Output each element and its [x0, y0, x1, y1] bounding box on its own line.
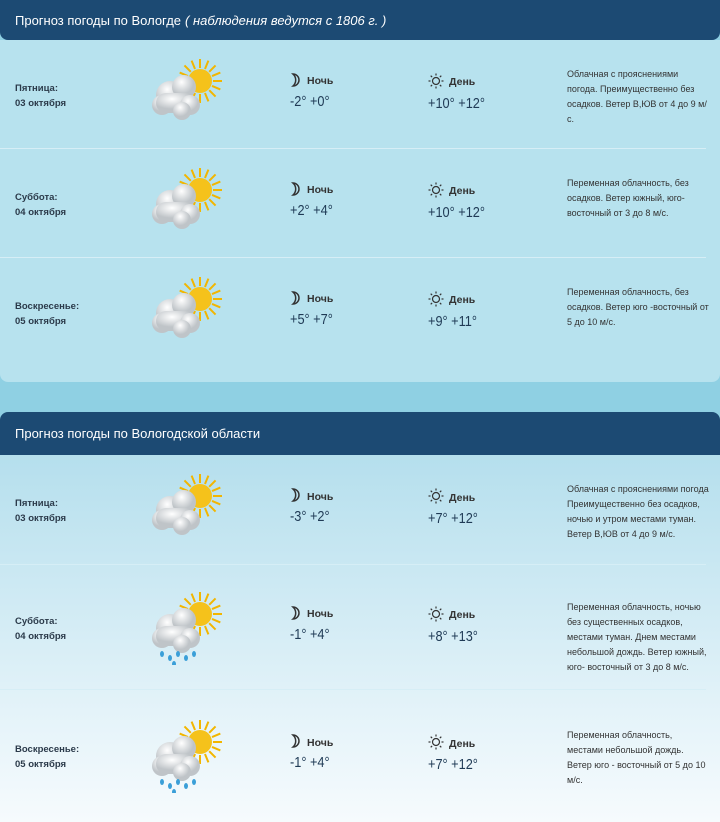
weekday: Пятница:	[15, 498, 59, 509]
forecast-row: Суббота: 04 октября Ночь -1° +4° День +8° +…	[0, 565, 707, 690]
night-label: Ночь	[307, 184, 334, 196]
day-value: +7° +12°	[428, 510, 478, 527]
moon-icon	[290, 488, 302, 505]
day-label: День	[449, 294, 476, 306]
night-value: -1° +4°	[290, 754, 330, 771]
section1-header: Прогноз погоды по Вологде( наблюдения ве…	[0, 0, 720, 40]
night-label: Ночь	[307, 736, 334, 749]
section2-header: Прогноз погоды по Вологодской области	[0, 412, 720, 455]
day-value: +10° +12°	[428, 94, 486, 112]
night-temp: Ночь +5° +7°	[290, 290, 340, 328]
night-temp: Ночь -2° +0°	[290, 72, 337, 110]
night-label: Ночь	[307, 490, 334, 503]
day-date: Воскресенье: 05 октября	[15, 299, 79, 329]
night-temp: Ночь +2° +4°	[290, 181, 340, 219]
moon-icon	[290, 290, 302, 308]
section1-subtitle: ( наблюдения ведутся с 1806 г. )	[185, 12, 387, 28]
sun-cloud-icon	[148, 57, 228, 127]
weekday: Воскресенье:	[15, 744, 80, 755]
day-date: Суббота: 04 октября	[15, 614, 66, 644]
weekday: Суббота:	[15, 191, 58, 203]
moon-icon	[290, 72, 302, 90]
day-label: День	[449, 185, 476, 197]
day-date: Воскресенье: 05 октября	[15, 742, 79, 772]
day-date: Пятница: 03 октября	[15, 81, 66, 111]
description: Облачная с прояснениями погода. Преимуще…	[567, 68, 707, 124]
sun-icon	[428, 606, 444, 625]
forecast-row: Воскресенье: 05 октября Ночь -1° +4° День +…	[0, 690, 706, 822]
section1-title: Прогноз погоды по Вологде	[15, 12, 182, 28]
day-label: День	[449, 76, 476, 88]
day-label: День	[449, 737, 476, 750]
sun-cloud-rain-icon	[148, 718, 228, 795]
night-value: -3° +2°	[290, 508, 330, 525]
night-value: +5° +7°	[290, 310, 333, 328]
day-label: День	[449, 609, 476, 621]
sun-cloud-rain-icon	[148, 590, 228, 667]
sun-cloud-icon	[148, 275, 228, 345]
day-temp: День +10° +12°	[428, 73, 495, 112]
night-value: -1° +4°	[290, 625, 330, 643]
description: Облачная с прояснениями погода Преимущес…	[567, 484, 709, 539]
description: Переменная облачность, местами небольшой…	[567, 730, 706, 785]
section2-body: Пятница: 03 октября Ночь -3° +2° День +7° +…	[0, 455, 720, 822]
night-temp: Ночь -1° +4°	[290, 605, 337, 643]
day-value: +10° +12°	[428, 203, 486, 221]
sun-icon	[428, 734, 444, 753]
day-temp: День +7° +12°	[428, 734, 487, 773]
sun-icon	[428, 488, 444, 507]
day-temp: День +9° +11°	[428, 291, 486, 330]
sun-cloud-icon	[148, 166, 228, 236]
night-label: Ночь	[307, 293, 334, 305]
date: 05 октября	[15, 759, 67, 770]
sun-cloud-icon	[148, 472, 228, 542]
moon-icon	[290, 181, 302, 199]
day-value: +8° +13°	[428, 627, 478, 645]
day-label: День	[449, 491, 476, 504]
section2-title: Прогноз погоды по Вологодской области	[15, 426, 261, 441]
day-value: +9° +11°	[428, 312, 477, 330]
weekday: Пятница:	[15, 82, 59, 94]
date: 04 октября	[15, 630, 67, 642]
day-date: Пятница: 03 октября	[15, 496, 66, 526]
night-value: +2° +4°	[290, 201, 333, 219]
day-temp: День +7° +12°	[428, 488, 487, 527]
forecast-row: Воскресенье: 05 октября Ночь +5° +7° День +…	[0, 258, 709, 367]
description: Переменная облачность, без осадков. Вете…	[567, 177, 689, 218]
weekday: Воскресенье:	[15, 300, 80, 312]
moon-icon	[290, 734, 302, 751]
date: 03 октября	[15, 97, 67, 109]
night-label: Ночь	[307, 75, 334, 87]
section1-body: Пятница: 03 октября Ночь -2° +0° День +10° …	[0, 40, 720, 382]
night-label: Ночь	[307, 608, 334, 620]
description: Переменная облачность, без осадков. Вете…	[567, 286, 709, 327]
moon-icon	[290, 605, 302, 623]
night-temp: Ночь -1° +4°	[290, 734, 337, 771]
forecast-row: Суббота: 04 октября Ночь +2° +4° День +10° …	[0, 149, 706, 258]
date: 05 октября	[15, 315, 67, 327]
forecast-row: Пятница: 03 октября Ночь -2° +0° День +10° …	[0, 40, 707, 149]
night-temp: Ночь -3° +2°	[290, 488, 337, 525]
description: Переменная облачность, ночью без существ…	[567, 601, 707, 672]
sun-icon	[428, 291, 444, 310]
date: 04 октября	[15, 206, 67, 218]
sun-icon	[428, 182, 444, 201]
date: 03 октября	[15, 513, 67, 524]
day-temp: День +10° +12°	[428, 182, 495, 221]
day-temp: День +8° +13°	[428, 606, 487, 645]
day-date: Суббота: 04 октября	[15, 190, 66, 220]
forecast-row: Пятница: 03 октября Ночь -3° +2° День +7° +…	[0, 455, 709, 565]
weekday: Суббота:	[15, 615, 58, 627]
sun-icon	[428, 73, 444, 92]
day-value: +7° +12°	[428, 756, 478, 773]
night-value: -2° +0°	[290, 92, 330, 110]
